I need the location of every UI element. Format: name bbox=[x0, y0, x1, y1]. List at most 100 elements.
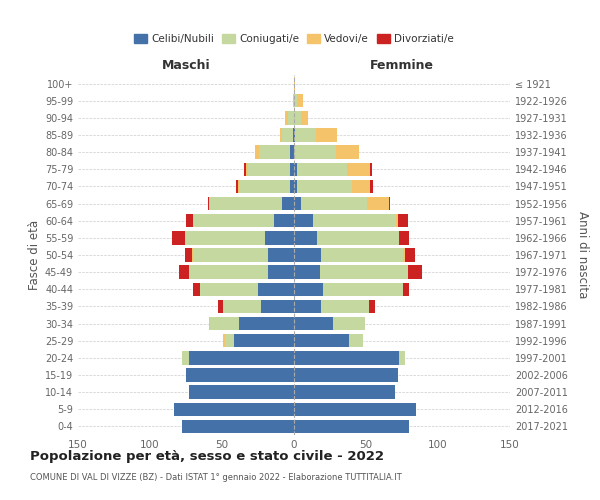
Bar bbox=[352, 180, 370, 193]
Bar bbox=[294, 351, 399, 364]
Bar bbox=[294, 266, 320, 279]
Bar bbox=[396, 214, 398, 228]
Bar bbox=[294, 77, 295, 90]
Bar bbox=[193, 214, 274, 228]
Bar bbox=[294, 128, 295, 141]
Bar bbox=[294, 402, 416, 416]
Bar bbox=[294, 317, 333, 330]
Bar bbox=[398, 214, 408, 228]
Bar bbox=[399, 351, 405, 364]
Bar bbox=[320, 266, 408, 279]
Bar bbox=[294, 231, 317, 244]
Y-axis label: Anni di nascita: Anni di nascita bbox=[576, 212, 589, 298]
Bar bbox=[186, 368, 294, 382]
Bar bbox=[322, 248, 403, 262]
Bar bbox=[211, 317, 239, 330]
Bar bbox=[301, 197, 367, 210]
Bar bbox=[349, 334, 363, 347]
Bar bbox=[294, 248, 322, 262]
Bar bbox=[294, 334, 349, 347]
Bar bbox=[186, 214, 193, 228]
Bar bbox=[209, 317, 211, 330]
Bar bbox=[209, 197, 211, 210]
Legend: Celibi/Nubili, Coniugati/e, Vedovi/e, Divorziati/e: Celibi/Nubili, Coniugati/e, Vedovi/e, Di… bbox=[130, 30, 458, 48]
Bar bbox=[200, 282, 258, 296]
Bar bbox=[268, 248, 294, 262]
Bar bbox=[233, 334, 294, 347]
Bar bbox=[294, 180, 297, 193]
Y-axis label: Fasce di età: Fasce di età bbox=[28, 220, 41, 290]
Bar bbox=[238, 180, 239, 193]
Bar bbox=[172, 231, 185, 244]
Bar bbox=[408, 266, 422, 279]
Bar bbox=[290, 180, 294, 193]
Bar bbox=[294, 111, 301, 124]
Bar bbox=[297, 180, 352, 193]
Bar bbox=[193, 248, 268, 262]
Bar bbox=[293, 94, 294, 108]
Bar bbox=[369, 300, 374, 313]
Bar bbox=[294, 282, 323, 296]
Bar bbox=[189, 386, 294, 399]
Bar bbox=[297, 94, 302, 108]
Bar bbox=[185, 231, 265, 244]
Bar bbox=[403, 248, 405, 262]
Bar bbox=[259, 146, 290, 159]
Bar bbox=[297, 162, 347, 176]
Bar bbox=[268, 266, 294, 279]
Bar bbox=[258, 282, 294, 296]
Bar bbox=[399, 231, 409, 244]
Bar bbox=[370, 162, 372, 176]
Bar bbox=[236, 180, 238, 193]
Bar bbox=[182, 351, 189, 364]
Bar bbox=[274, 214, 294, 228]
Bar bbox=[290, 146, 294, 159]
Bar bbox=[367, 197, 389, 210]
Bar bbox=[347, 162, 370, 176]
Bar bbox=[370, 180, 373, 193]
Bar bbox=[294, 300, 322, 313]
Bar bbox=[294, 386, 395, 399]
Bar bbox=[225, 334, 233, 347]
Bar bbox=[290, 162, 294, 176]
Bar bbox=[403, 282, 409, 296]
Bar bbox=[294, 162, 297, 176]
Bar bbox=[389, 197, 391, 210]
Bar bbox=[283, 128, 293, 141]
Bar bbox=[261, 300, 294, 313]
Bar bbox=[316, 128, 337, 141]
Bar bbox=[182, 420, 294, 433]
Bar bbox=[239, 317, 294, 330]
Text: Maschi: Maschi bbox=[161, 58, 211, 71]
Bar bbox=[333, 317, 365, 330]
Bar bbox=[288, 111, 294, 124]
Bar bbox=[179, 266, 189, 279]
Bar bbox=[244, 162, 247, 176]
Bar bbox=[211, 197, 283, 210]
Bar bbox=[189, 351, 294, 364]
Text: Popolazione per età, sesso e stato civile - 2022: Popolazione per età, sesso e stato civil… bbox=[30, 450, 384, 463]
Bar bbox=[208, 197, 209, 210]
Bar bbox=[223, 334, 225, 347]
Bar bbox=[239, 180, 290, 193]
Bar bbox=[255, 146, 259, 159]
Bar bbox=[265, 231, 294, 244]
Bar bbox=[294, 420, 409, 433]
Bar bbox=[223, 300, 261, 313]
Bar bbox=[313, 214, 396, 228]
Text: Femmine: Femmine bbox=[370, 58, 434, 71]
Bar bbox=[317, 231, 399, 244]
Bar bbox=[248, 162, 290, 176]
Bar bbox=[294, 214, 313, 228]
Bar bbox=[323, 282, 403, 296]
Bar bbox=[280, 128, 283, 141]
Bar bbox=[294, 197, 301, 210]
Bar bbox=[175, 402, 294, 416]
Bar bbox=[283, 197, 294, 210]
Bar bbox=[189, 266, 268, 279]
Bar bbox=[405, 248, 415, 262]
Bar bbox=[247, 162, 248, 176]
Bar bbox=[294, 368, 398, 382]
Bar bbox=[185, 248, 192, 262]
Bar bbox=[192, 248, 193, 262]
